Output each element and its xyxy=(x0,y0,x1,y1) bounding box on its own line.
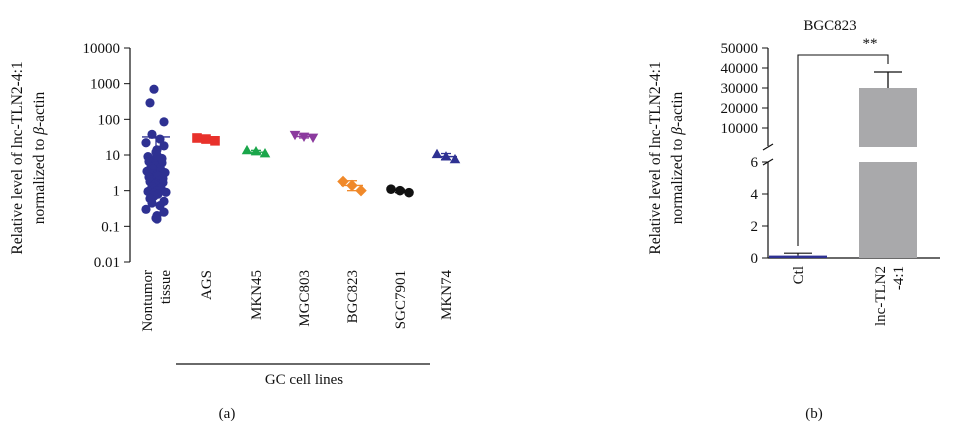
panel-a-ylabel-line2: normalized to β-actin xyxy=(31,91,48,224)
panel-a-data-point xyxy=(141,138,151,148)
panel-a-y-tick-label: 0.1 xyxy=(101,219,120,235)
panel-b-y-tick-label: 2 xyxy=(751,219,759,235)
panel-a-y-tick-label: 0.01 xyxy=(94,255,120,271)
panel-a-data-point xyxy=(307,133,319,143)
panel-a-data-point xyxy=(159,141,169,151)
panel-b-category-label: -4:1 xyxy=(891,266,907,290)
panel-a-y-ticks: 0.01 0.1 1 10 100 1000 10000 xyxy=(83,41,130,271)
panel-b-category-labels: Ctl lnc-TLN2 -4:1 xyxy=(791,266,907,326)
panel-a-data-point xyxy=(145,98,155,108)
panel-a-y-tick-label: 1 xyxy=(113,184,121,200)
panel-a-category-labels: Nontumor tissue AGS MKN45 MGC803 BGC823 SGC790… xyxy=(140,270,455,332)
panel-b-axes: 0 2 4 6 10000 20000 30000 40000 50000 xyxy=(721,41,940,267)
panel-b: BGC823 Relative level of lnc-TLN2-4:1 no… xyxy=(647,18,940,422)
panel-a-y-tick-label: 100 xyxy=(98,112,121,128)
panel-a-ylabel-line1: Relative level of lnc-TLN2-4:1 xyxy=(9,61,26,254)
panel-b-y-tick-label: 30000 xyxy=(721,81,759,97)
panel-a-data-point xyxy=(431,148,443,159)
panel-b-y-tick-label: 50000 xyxy=(721,41,759,57)
panel-b-y-tick-label: 6 xyxy=(751,155,759,171)
panel-b-y-tick-label: 0 xyxy=(751,251,759,267)
panel-b-y-tick-label: 20000 xyxy=(721,101,759,117)
panel-a-data-point xyxy=(298,132,310,143)
panel-a-data-point xyxy=(159,207,169,217)
panel-a-marks xyxy=(141,84,461,224)
panel-a-data-point xyxy=(355,184,367,197)
panel-a-category-label: SGC7901 xyxy=(393,270,409,329)
panel-a-category-label: tissue xyxy=(158,270,174,305)
panel-a-category-label: MKN45 xyxy=(249,270,265,320)
panel-a-data-point xyxy=(386,184,396,194)
panel-b-y-tick-label: 4 xyxy=(751,187,759,203)
panel-b-category-label: lnc-TLN2 xyxy=(873,266,889,326)
panel-a-y-tick-label: 10 xyxy=(105,148,120,164)
panel-b-axis-break xyxy=(762,143,774,151)
panel-b-bar-lnc-lower xyxy=(859,162,917,258)
panel-a-data-point xyxy=(141,204,151,214)
panel-b-y-tick-label: 10000 xyxy=(721,121,759,137)
panel-a-data-point xyxy=(404,187,414,198)
panel-a-data-point xyxy=(449,153,461,164)
panel-a-data-point xyxy=(147,198,157,208)
panel-a-category-label: Nontumor xyxy=(140,270,156,332)
panel-a-category-label: MGC803 xyxy=(297,270,313,327)
panel-b-ylabel-line2: normalized to β-actin xyxy=(669,91,686,224)
panel-a-data-point xyxy=(250,146,262,156)
panel-a-data-point xyxy=(440,151,452,161)
panel-b-bar-ctl xyxy=(769,255,827,258)
panel-a: Relative level of lnc-TLN2-4:1 normalize… xyxy=(9,41,461,422)
panel-a-data-point xyxy=(149,84,159,94)
panel-b-significance-bracket xyxy=(797,54,889,246)
panel-a-data-point xyxy=(337,175,349,188)
panel-a-data-point xyxy=(161,187,171,197)
panel-b-significance: ** xyxy=(863,36,878,52)
panel-a-y-tick-label: 1000 xyxy=(90,77,120,93)
panel-a-data-point xyxy=(159,117,169,127)
panel-a-panel-label: (a) xyxy=(219,406,236,422)
panel-b-title: BGC823 xyxy=(803,18,856,34)
panel-a-category-label: BGC823 xyxy=(345,270,361,323)
panel-b-marks xyxy=(769,54,917,258)
panel-a-data-point xyxy=(192,133,202,143)
panel-b-panel-label: (b) xyxy=(805,406,823,422)
panel-a-category-label: MKN74 xyxy=(439,270,455,321)
panel-b-bar-lnc-upper xyxy=(859,88,917,147)
panel-b-category-label: Ctl xyxy=(791,266,807,284)
panel-b-ylabel-line1: Relative level of lnc-TLN2-4:1 xyxy=(647,61,664,254)
panel-a-data-point xyxy=(152,214,162,224)
panel-a-group-label: GC cell lines xyxy=(265,372,343,388)
panel-a-y-tick-label: 10000 xyxy=(83,41,121,57)
panel-a-data-point xyxy=(289,130,301,141)
panel-a-category-label: AGS xyxy=(199,270,215,300)
panel-a-data-point xyxy=(210,136,220,146)
panel-b-y-tick-label: 40000 xyxy=(721,61,759,77)
